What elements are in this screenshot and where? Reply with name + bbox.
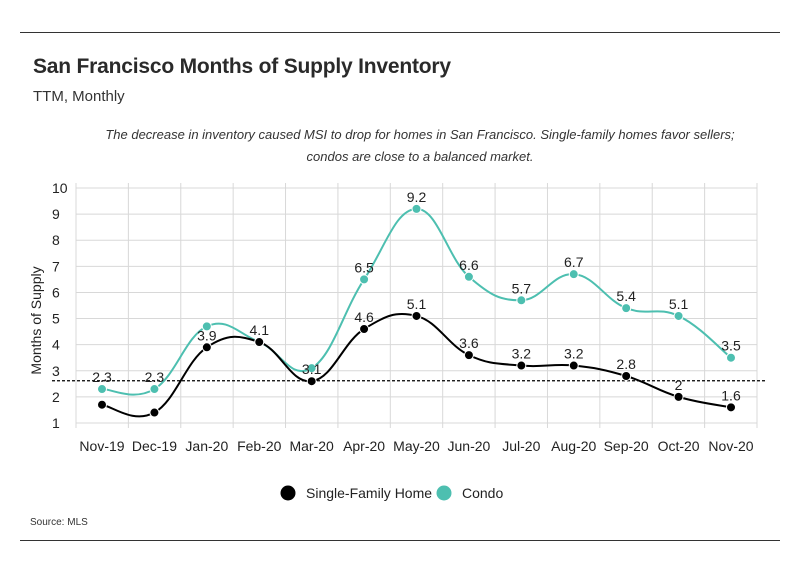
gridlines — [75, 183, 758, 428]
condo-point — [516, 295, 527, 306]
single-family-home-data-label: 3.1 — [302, 361, 322, 377]
single-family-home-point — [673, 391, 684, 402]
condo-data-label: 2.3 — [145, 369, 165, 385]
y-tick-label: 3 — [52, 363, 60, 379]
condo-data-label: 3.5 — [721, 338, 741, 354]
single-family-home-point — [97, 399, 107, 410]
single-family-home-legend-label: Single-Family Home — [306, 485, 432, 501]
single-family-home-point — [411, 310, 422, 321]
single-family-home-data-label: 4.6 — [354, 309, 374, 325]
single-family-home-data-label: 5.1 — [407, 296, 427, 312]
single-family-home-point — [306, 376, 317, 387]
x-tick-label: Jan-20 — [185, 438, 228, 454]
x-tick-label: Aug-20 — [551, 438, 596, 454]
x-tick-label: Jul-20 — [502, 438, 540, 454]
single-family-home-data-label: 3.9 — [197, 327, 217, 343]
x-tick-label: Feb-20 — [237, 438, 282, 454]
y-tick-label: 4 — [52, 337, 60, 353]
condo-data-label: 2.3 — [92, 369, 112, 385]
condo-data-label: 9.2 — [407, 189, 427, 205]
x-tick-label: Apr-20 — [343, 438, 385, 454]
condo-point — [97, 384, 107, 395]
x-tick-label: Mar-20 — [289, 438, 334, 454]
condo-point — [568, 269, 579, 280]
x-tick-label: Nov-20 — [708, 438, 753, 454]
condo-legend-marker — [436, 485, 452, 501]
x-tick-label: Dec-19 — [132, 438, 177, 454]
single-family-home-point — [516, 360, 527, 371]
x-axis-ticks: Nov-19 Dec-19 Jan-20 Feb-20 Mar-20 Apr-20 May-… — [79, 438, 753, 454]
condo-data-label: 6.5 — [354, 259, 374, 275]
condo-legend-label: Condo — [462, 485, 503, 501]
x-tick-label: May-20 — [393, 438, 440, 454]
y-axis-label: Months of Supply — [28, 266, 44, 374]
single-family-home-data-label: 3.6 — [459, 335, 479, 351]
single-family-home-data-label: 3.2 — [564, 346, 584, 362]
y-tick-label: 6 — [52, 284, 60, 300]
y-tick-label: 1 — [52, 415, 60, 431]
single-family-home-data-label: 3.2 — [512, 346, 532, 362]
condo-point — [359, 274, 370, 285]
condo-data-label: 5.1 — [669, 296, 689, 312]
condo-point — [306, 363, 317, 374]
y-tick-label: 9 — [52, 206, 60, 222]
single-family-home-point — [568, 360, 579, 371]
y-tick-label: 7 — [52, 258, 60, 274]
chart-title: San Francisco Months of Supply Inventory — [33, 55, 451, 78]
y-tick-label: 8 — [52, 232, 60, 248]
series-points — [97, 203, 736, 418]
single-family-home-data-label: 2.8 — [616, 356, 636, 372]
y-axis-ticks: 1 2 3 4 5 6 7 8 9 10 — [52, 180, 68, 431]
single-family-home-point — [149, 407, 160, 418]
condo-point — [726, 352, 736, 363]
chart-annotation: The decrease in inventory caused MSI to … — [105, 127, 735, 164]
single-family-home-point — [463, 350, 474, 361]
condo-data-label: 6.6 — [459, 257, 479, 273]
single-family-home-point — [254, 337, 265, 348]
condo-data-label: 6.7 — [564, 254, 584, 270]
condo-point — [201, 321, 212, 332]
x-tick-label: Sep-20 — [604, 438, 649, 454]
condo-data-label: 5.4 — [616, 288, 636, 304]
single-family-home-point — [726, 402, 736, 413]
x-tick-label: Oct-20 — [658, 438, 700, 454]
data-labels: 2.3 2.3 6.5 9.2 6.6 5.7 6.7 5.4 5.1 3.5 3.9 4.1 3.1 4… — [92, 189, 741, 403]
condo-point — [463, 271, 474, 282]
single-family-home-point — [359, 324, 370, 334]
condo-data-label: 5.7 — [512, 280, 532, 296]
single-family-home-data-label: 2 — [675, 377, 683, 393]
y-tick-label: 10 — [52, 180, 68, 196]
bottom-rule — [20, 540, 780, 541]
single-family-home-point — [201, 342, 212, 353]
chart-subtitle: TTM, Monthly — [33, 88, 125, 105]
top-rule — [20, 32, 780, 33]
single-family-home-legend-marker — [280, 485, 296, 501]
single-family-home-data-label: 1.6 — [721, 387, 741, 403]
condo-point — [411, 203, 422, 214]
single-family-home-point — [621, 371, 632, 381]
legend: Single-Family Home Condo — [280, 485, 503, 501]
single-family-home-data-label: 4.1 — [250, 322, 270, 338]
x-tick-label: Nov-19 — [79, 438, 124, 454]
condo-point — [673, 310, 684, 321]
condo-point — [149, 384, 160, 395]
y-tick-label: 2 — [52, 389, 60, 405]
x-tick-label: Jun-20 — [448, 438, 491, 454]
condo-point — [621, 303, 632, 314]
y-tick-label: 5 — [52, 311, 60, 327]
source-note: Source: MLS — [30, 517, 88, 528]
